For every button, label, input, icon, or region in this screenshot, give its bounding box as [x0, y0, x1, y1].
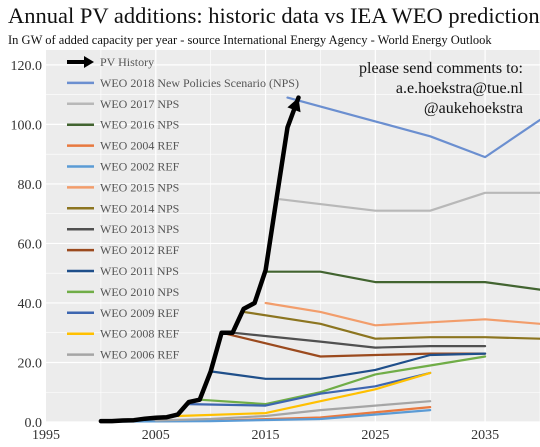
- annotation: please send comments to: a.e.hoekstra@tue…: [359, 60, 524, 117]
- x-tick-label: 2025: [361, 428, 389, 443]
- y-tick-label: 100.0: [11, 118, 43, 133]
- y-tick-label: 20.0: [18, 356, 43, 371]
- legend-label-weo-2017-nps: WEO 2017 NPS: [100, 97, 179, 111]
- annotation-line: a.e.hoekstra@tue.nl: [396, 80, 524, 97]
- legend-label-weo-2015-nps: WEO 2015 NPS: [100, 180, 179, 194]
- legend-label-weo-2009-ref: WEO 2009 REF: [100, 306, 180, 320]
- y-tick-label: 80.0: [18, 178, 43, 193]
- series-line-pv-history: [98, 95, 301, 424]
- series-lines: [98, 95, 540, 424]
- series-line-weo-2014-nps: [242, 310, 540, 340]
- grid: [46, 50, 540, 423]
- series-line-weo-2013-nps: [231, 331, 487, 349]
- series-line-weo-2010-nps: [198, 355, 487, 406]
- legend-label-weo-2013-nps: WEO 2013 NPS: [100, 222, 179, 236]
- legend-label-weo-2012-ref: WEO 2012 REF: [100, 243, 180, 257]
- y-tick-label: 0.0: [25, 416, 43, 431]
- series-line-weo-2017-nps: [275, 191, 540, 212]
- axes: 0.0 20.0 40.0 60.0 80.0 100.0 120.0 1995 2005 201…: [11, 59, 500, 443]
- legend-label-weo-2018-new-policies-scenario-nps: WEO 2018 New Policies Scenario (NPS): [100, 76, 299, 90]
- legend-label-weo-2011-nps: WEO 2011 NPS: [100, 264, 179, 278]
- series-line-weo-2016-nps: [264, 270, 540, 291]
- legend-label-weo-2004-ref: WEO 2004 REF: [100, 139, 180, 153]
- series-line-weo-2008-ref: [176, 371, 432, 418]
- legend-label-weo-2008-ref: WEO 2008 REF: [100, 327, 180, 341]
- legend-label-weo-2014-nps: WEO 2014 NPS: [100, 201, 179, 215]
- legend-arrow-icon: [84, 56, 94, 68]
- series-line-weo-2011-nps: [209, 352, 487, 380]
- legend-label-weo-2016-nps: WEO 2016 NPS: [100, 118, 179, 132]
- legend: PV History WEO 2018 New Policies Scenario…: [67, 55, 299, 362]
- history-arrowhead: [287, 97, 301, 113]
- y-tick-label: 120.0: [11, 59, 43, 74]
- y-tick-label: 60.0: [18, 237, 43, 252]
- x-tick-label: 1995: [32, 428, 60, 443]
- legend-label-weo-2002-ref: WEO 2002 REF: [100, 160, 180, 174]
- annotation-line: please send comments to:: [359, 60, 523, 77]
- x-tick-label: 2005: [142, 428, 170, 443]
- legend-label-weo-2006-ref: WEO 2006 REF: [100, 348, 180, 362]
- annotation-line: @aukehoekstra: [424, 100, 523, 117]
- y-tick-label: 40.0: [18, 297, 43, 312]
- legend-label-weo-2010-nps: WEO 2010 NPS: [100, 285, 179, 299]
- x-tick-label: 2015: [252, 428, 280, 443]
- series-line-weo-2015-nps: [264, 301, 540, 327]
- series-line-weo-2006-ref: [154, 400, 432, 422]
- chart-subtitle: In GW of added capacity per year - sourc…: [8, 33, 492, 47]
- series-line-weo-2018-new-policies-scenario-nps: [286, 96, 540, 159]
- legend-label-pv-history: PV History: [100, 55, 154, 69]
- x-tick-label: 2035: [471, 428, 499, 443]
- chart-title: Annual PV additions: historic data vs IE…: [8, 3, 540, 28]
- series-line-weo-2009-ref: [187, 371, 432, 407]
